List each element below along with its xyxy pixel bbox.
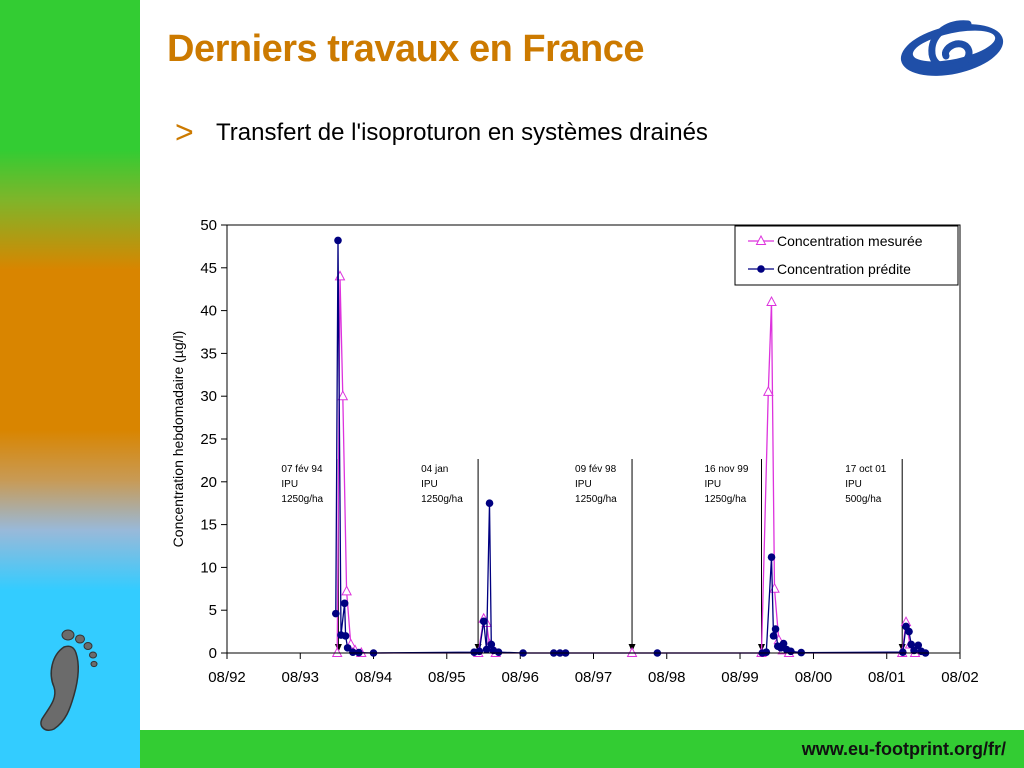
x-tick-label: 08/01: [868, 669, 906, 686]
annotation-text: 500g/ha: [845, 494, 882, 505]
data-point-measured: [762, 385, 774, 396]
y-tick-label: 35: [200, 345, 217, 362]
y-tick-label: 45: [200, 260, 217, 277]
y-tick-label: 50: [200, 217, 217, 234]
data-point-predicted: [331, 609, 340, 618]
x-tick-label: 08/92: [208, 669, 246, 686]
data-point-predicted: [479, 617, 488, 626]
x-tick-label: 08/95: [428, 669, 466, 686]
annotation-text: IPU: [575, 479, 592, 490]
annotation-text: 1250g/ha: [421, 494, 463, 505]
footer-url[interactable]: www.eu-footprint.org/fr/: [801, 739, 1006, 759]
x-tick-label: 08/02: [941, 669, 979, 686]
data-point-measured: [337, 390, 349, 401]
data-point-predicted: [905, 627, 913, 636]
x-tick-label: 08/98: [648, 669, 686, 686]
annotation-text: 1250g/ha: [704, 494, 746, 505]
data-point-predicted: [494, 648, 503, 656]
footer-bar: [140, 730, 1024, 768]
y-tick-label: 0: [209, 645, 217, 662]
y-tick-label: 15: [200, 517, 217, 534]
data-point-predicted: [769, 632, 778, 640]
y-tick-label: 5: [209, 602, 217, 619]
data-point-predicted: [907, 640, 916, 649]
x-tick-label: 08/99: [721, 669, 759, 686]
fp6-logo-icon: [900, 20, 1004, 76]
data-point-predicted: [349, 648, 357, 656]
data-point-measured: [769, 582, 780, 593]
data-point-predicted: [779, 639, 788, 648]
data-point-predicted: [343, 644, 352, 652]
application-annotation: 07 fév 94 IPU 1250g/ha: [281, 459, 342, 652]
y-tick-label: 30: [200, 388, 217, 405]
chart-legend: Concentration mesurée Concentration prédi…: [734, 225, 959, 286]
data-point-predicted: [340, 599, 349, 608]
y-tick-label: 10: [200, 559, 217, 576]
data-point-predicted: [771, 625, 780, 633]
data-point-predicted: [898, 648, 907, 656]
legend-label: Concentration mesurée: [777, 233, 923, 249]
bullet-arrow: >: [175, 114, 194, 150]
annotation-text: 16 nov 99: [704, 464, 748, 475]
slide-subtitle: Transfert de l'isoproturon en systèmes d…: [216, 119, 708, 146]
data-point-measured: [626, 646, 638, 657]
data-point-predicted: [334, 236, 342, 245]
x-tick-label: 08/97: [575, 669, 613, 686]
legend-label: Concentration prédite: [777, 261, 911, 277]
data-point-predicted: [910, 646, 918, 655]
annotation-text: 04 jan: [421, 464, 448, 475]
y-tick-label: 25: [200, 431, 217, 448]
annotation-text: IPU: [704, 479, 721, 490]
y-axis-label: Concentration hebdomadaire (µg/l): [170, 331, 186, 548]
application-annotation: 04 jan IPU 1250g/ha: [421, 459, 482, 652]
data-point-predicted: [475, 647, 484, 656]
annotation-text: 09 fév 98: [575, 464, 617, 475]
annotation-text: IPU: [281, 479, 298, 490]
data-point-predicted: [767, 553, 776, 561]
data-point-measured: [341, 585, 352, 596]
x-tick-label: 08/96: [501, 669, 539, 686]
annotation-text: 17 oct 01: [845, 464, 887, 475]
data-point-predicted: [786, 647, 795, 656]
data-point-predicted: [482, 645, 491, 654]
legend-marker: [755, 234, 767, 245]
footprint-icon: [40, 629, 98, 731]
annotation-text: 07 fév 94: [281, 464, 323, 475]
concentration-chart: 0 5 10 15 20 25 30 35 40 45 50 08/92 08/93 08/94 08/9…: [170, 217, 979, 686]
annotation-text: IPU: [845, 479, 862, 490]
x-tick-label: 08/94: [355, 669, 393, 686]
series-line: [335, 240, 926, 654]
data-point-predicted: [341, 632, 350, 640]
application-annotation: 09 fév 98 IPU 1250g/ha: [575, 459, 636, 652]
data-point-predicted: [762, 648, 771, 656]
annotation-text: 1250g/ha: [575, 494, 617, 505]
annotation-text: IPU: [421, 479, 438, 490]
y-tick-label: 40: [200, 303, 217, 320]
data-point-measured: [334, 270, 346, 281]
y-tick-label: 20: [200, 474, 217, 491]
application-annotation: 17 oct 01 IPU 500g/ha: [845, 459, 906, 652]
x-tick-label: 08/93: [281, 669, 319, 686]
annotation-text: 1250g/ha: [281, 494, 323, 505]
data-point-measured: [766, 295, 777, 307]
x-tick-label: 08/00: [795, 669, 833, 686]
application-annotation: 16 nov 99 IPU 1250g/ha: [704, 459, 765, 652]
data-point-predicted: [485, 499, 494, 508]
slide-title: Derniers travaux en France: [167, 28, 645, 70]
plot-frame: [226, 224, 961, 654]
legend-marker: [757, 265, 765, 273]
data-point-predicted: [914, 641, 923, 650]
series-predicted: [331, 236, 930, 657]
data-point-predicted: [487, 640, 496, 649]
data-point-measured: [331, 646, 343, 657]
